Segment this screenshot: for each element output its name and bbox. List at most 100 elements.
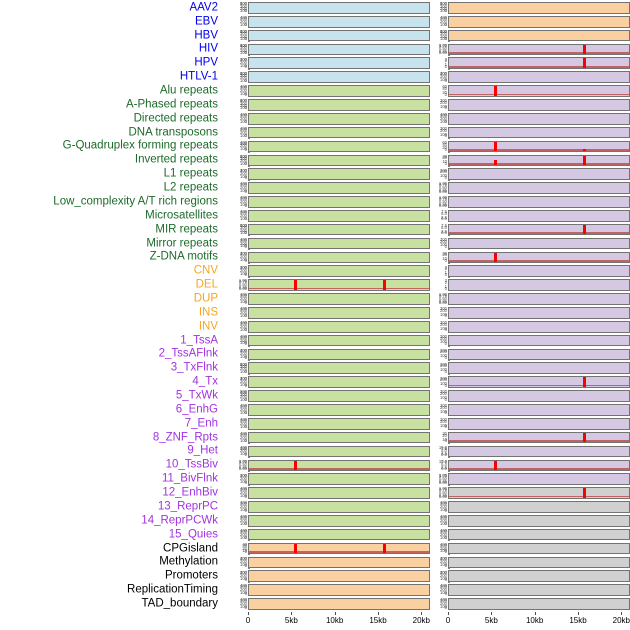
plot-area (248, 459, 430, 472)
y-tick-label: 0 (244, 410, 247, 416)
y-tick-label: 200 (440, 74, 447, 80)
track-label-mirror-repeats: Mirror repeats (146, 236, 218, 249)
track-right-l1-repeats: 0 100 200 300 (428, 168, 630, 181)
track-right-15-quies: 0 100 200 300 400 (428, 528, 630, 541)
y-tick-label: 300 (440, 514, 447, 520)
y-axis: 0 100 200 300 400 500 (228, 43, 250, 56)
y-tick-mark (448, 484, 450, 486)
track-label-dna-transposons: DNA transposons (128, 125, 219, 138)
track-label-7-enh: 7_Enh (184, 416, 218, 429)
plot-area (448, 528, 630, 541)
y-tick-label: 100 (440, 131, 447, 137)
track-label-replicationtiming: ReplicationTiming (127, 583, 218, 596)
plot-area (248, 251, 430, 264)
y-tick-label: 500 (240, 222, 247, 228)
y-axis: 0 100 200 300 400 (228, 140, 250, 153)
y-axis: 0 100 200 300 400 (228, 570, 250, 583)
track-right-dup: 0.00 0.25 0.50 0.75 1.00 (428, 293, 630, 306)
plot-area (248, 237, 430, 250)
y-tick-label: 200 (240, 254, 247, 260)
y-tick-label: 0.0 (441, 451, 447, 457)
track-right-directed-repeats: 0 100 200 300 400 (428, 112, 630, 126)
track-left-cnv: 0 100 200 300 400 (228, 265, 430, 278)
y-tick-label: 300 (240, 57, 247, 63)
track-right-hiv: 0.00 0.25 0.50 0.75 1.00 (428, 43, 630, 56)
data-spike (383, 543, 387, 554)
y-axis: 0 100 200 300 400 (228, 556, 250, 569)
y-tick-label: 500 (440, 1, 447, 7)
y-tick-label: 400 (240, 375, 247, 381)
y-tick-label: 100 (240, 492, 247, 498)
track-right-13-reprpc: 0 100 200 300 400 (428, 500, 630, 514)
y-tick-label: 20 (442, 155, 447, 161)
y-tick-label: 0 (444, 313, 447, 319)
y-tick-label: 400 (440, 597, 447, 603)
y-tick-label: 400 (240, 444, 247, 450)
y-tick-label: 0 (244, 119, 247, 125)
y-tick-label: 100 (240, 8, 247, 14)
y-tick-label: 400 (240, 195, 247, 201)
y-tick-label: 100 (240, 589, 247, 595)
y-tick-label: 3 (444, 56, 447, 62)
plot-area (448, 112, 630, 125)
y-axis: 0 100 200 300 400 (228, 168, 250, 181)
track-right-microsatellites: 0.0 2.5 5.0 7.5 (428, 209, 630, 223)
plot-area (248, 168, 430, 181)
y-tick-label: 1 (444, 283, 447, 289)
y-tick-label: 0 (444, 576, 447, 582)
track-left-7-enh: 0 100 200 300 400 (228, 417, 430, 431)
y-axis: 0 100 200 300 400 (228, 444, 250, 458)
y-tick-label: 300 (240, 528, 247, 534)
plot-area (248, 209, 430, 222)
y-axis: 0 100 200 300 400 (228, 251, 250, 264)
y-tick-label: 300 (440, 71, 447, 77)
track-left-directed-repeats: 0 100 200 300 400 (228, 112, 430, 126)
y-axis: 0 100 200 300 (428, 417, 450, 431)
y-tick-label: 400 (240, 28, 247, 34)
y-tick-label: 1.00 (438, 195, 447, 201)
y-tick-label: 200 (240, 503, 247, 509)
y-tick-label: 200 (440, 377, 447, 383)
track-left-mir-repeats: 0 100 200 300 400 500 (228, 222, 430, 236)
y-tick-mark (248, 165, 250, 167)
y-tick-label: 300 (240, 473, 247, 479)
y-tick-label: 200 (440, 335, 447, 341)
track-left-alu-repeats: 0 100 200 300 400 (228, 85, 430, 98)
y-tick-label: 100 (440, 422, 447, 428)
track-label-aav2: AAV2 (189, 1, 218, 14)
y-tick-label: 200 (240, 18, 247, 24)
plot-area (448, 99, 630, 111)
track-label-2-tssaflnk: 2_TssAFlnk (158, 347, 218, 360)
y-tick-label: 0.75 (438, 473, 447, 479)
y-axis: 0 100 200 300 (428, 362, 450, 375)
y-axis: 0.00 0.25 0.50 0.75 1.00 (428, 293, 450, 306)
y-axis: 0 100 200 300 (428, 126, 450, 139)
y-tick-label: 500 (240, 70, 247, 76)
plot-area (248, 29, 430, 42)
y-tick-label: 400 (240, 236, 247, 242)
y-axis: 0.00 0.25 0.50 0.75 1.00 (428, 195, 450, 209)
track-right-z-dna-motifs: 0 10 20 30 (428, 251, 630, 264)
track-label-5-txwk: 5_TxWk (175, 389, 218, 402)
y-tick-mark (248, 54, 250, 56)
y-tick-label: 0.50 (438, 46, 447, 52)
y-tick-label: 2 (444, 280, 447, 286)
y-tick-label: 1 (444, 270, 447, 276)
track-label-del: DEL (195, 278, 218, 291)
y-tick-label: 100 (240, 534, 247, 540)
y-tick-label: 0.50 (438, 184, 447, 190)
x-tick-mark (334, 612, 336, 615)
track-right-tad-boundary: 0 100 200 300 400 (428, 597, 630, 611)
y-tick-label: 200 (240, 323, 247, 329)
y-tick-label: 200 (440, 349, 447, 355)
track-right-8-znf-rpts: 0 10 20 30 (428, 431, 630, 444)
y-tick-label: 100 (240, 187, 247, 193)
y-axis: 0 100 200 300 400 500 (228, 222, 250, 236)
y-tick-label: 100 (440, 367, 447, 373)
y-tick-mark (248, 40, 250, 42)
y-tick-label: 300 (240, 31, 247, 37)
y-tick-label: 400 (440, 514, 447, 520)
y-axis: 0 100 200 300 400 500 (228, 28, 250, 42)
data-spike (383, 280, 387, 290)
